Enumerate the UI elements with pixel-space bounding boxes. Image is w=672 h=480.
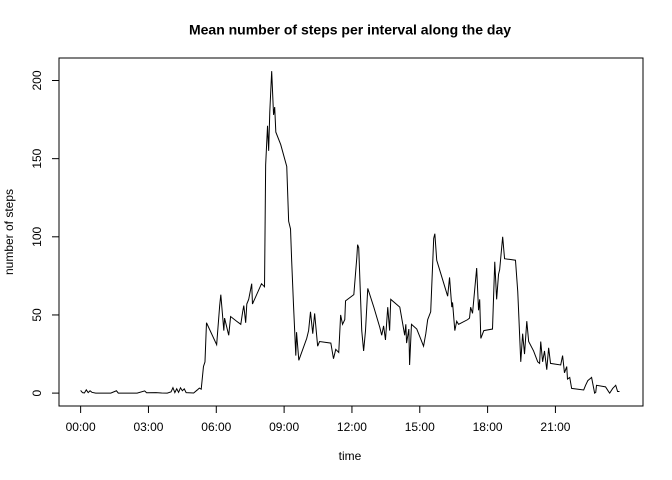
x-tick-label: 03:00 [133,420,163,434]
x-tick-label: 06:00 [201,420,231,434]
chart-title: Mean number of steps per interval along … [189,22,511,38]
x-tick-label: 21:00 [540,420,570,434]
y-tick-label: 0 [30,389,44,396]
x-tick-label: 18:00 [473,420,503,434]
x-tick-label: 09:00 [269,420,299,434]
x-tick-label: 12:00 [337,420,367,434]
y-tick-label: 200 [30,70,44,90]
x-tick-label: 00:00 [66,420,96,434]
data-line [80,71,620,394]
y-tick-label: 50 [30,308,44,322]
plot-frame [58,57,644,407]
x-tick-label: 15:00 [405,420,435,434]
x-axis-label: time [339,449,362,463]
y-tick-label: 100 [30,226,44,246]
y-axis-label: number of steps [2,189,16,275]
y-tick-label: 150 [30,148,44,168]
